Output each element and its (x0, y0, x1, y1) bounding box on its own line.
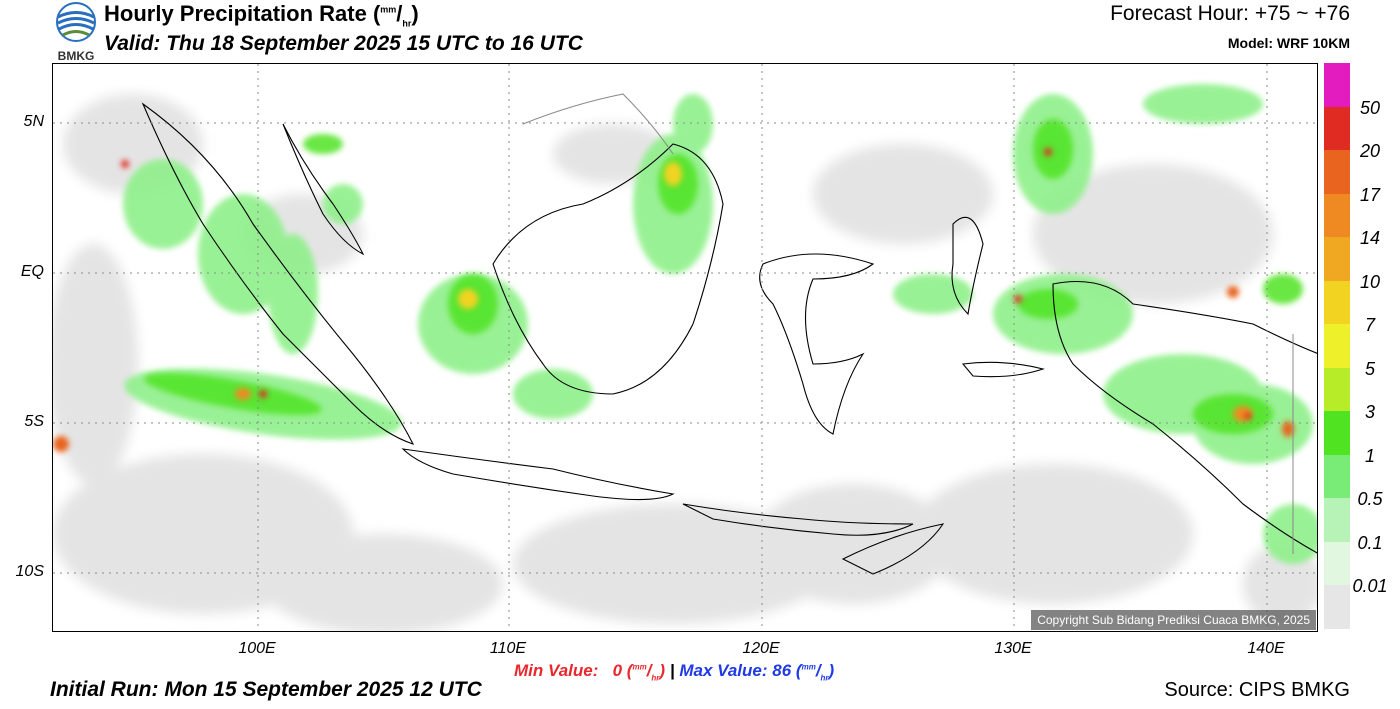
lat-label-5s: 5S (24, 413, 44, 430)
lon-label-100e: 100E (238, 640, 276, 657)
coastlines (141, 102, 1317, 575)
source-credit: Source: CIPS BMKG (1164, 679, 1350, 701)
forecast-hour: Forecast Hour: +75 ~ +76 (1110, 2, 1350, 25)
min-label: Min Value: (514, 661, 599, 680)
colorbar-label: 0.5 (1357, 489, 1383, 509)
title-text: Hourly Precipitation Rate ( (104, 1, 381, 26)
min-max-values: Min Value: 0 (mm/hr) | Max Value: 86 (mm… (514, 661, 835, 683)
colorbar-segment (1324, 411, 1350, 455)
max-label: Max Value: (679, 661, 768, 680)
initial-run: Initial Run: Mon 15 September 2025 12 UT… (50, 678, 482, 701)
max-value: 86 (772, 661, 792, 680)
colorbar-segment (1324, 541, 1350, 585)
precipitation-map (52, 63, 1318, 632)
sumatra-coast (141, 102, 415, 445)
logo-text: BMKG (58, 49, 95, 62)
colorbar-label: 17 (1359, 185, 1381, 205)
borneo-coast (492, 143, 724, 395)
seram-coast (961, 361, 1045, 378)
lon-label-140e: 140E (1247, 640, 1285, 657)
min-value: 0 (612, 661, 623, 680)
min-max-separator: | (669, 661, 675, 680)
colorbar-segment (1324, 498, 1350, 542)
min-unit-den: hr (651, 673, 660, 683)
title-unit-den: hr (402, 18, 412, 29)
colorbar-label: 14 (1359, 228, 1381, 248)
borders (522, 93, 1294, 554)
colorbar-segment (1324, 106, 1350, 150)
rain-heavy-cells (53, 148, 1294, 452)
lat-label-eq: EQ (20, 263, 44, 280)
max-unit-num: mm (801, 662, 816, 672)
lon-label-130e: 130E (994, 640, 1032, 657)
lat-label-10s: 10S (15, 563, 44, 580)
lesser-sunda-coast (682, 503, 914, 536)
malaya-coast (282, 123, 365, 256)
colorbar-label: 5 (1364, 359, 1375, 379)
copyright-notice: Copyright Sub Bidang Prediksi Cuaca BMKG… (1031, 610, 1316, 630)
colorbar-segment (1324, 454, 1350, 498)
colorbar-segment (1324, 585, 1350, 629)
new-guinea-coast (1052, 281, 1317, 554)
colorbar (1324, 63, 1350, 629)
colorbar-label: 0.01 (1352, 576, 1388, 596)
lon-label-120e: 120E (742, 640, 780, 657)
colorbar-label: 20 (1359, 141, 1381, 161)
java-coast (401, 448, 675, 501)
colorbar-segment (1324, 63, 1350, 107)
colorbar-segment (1324, 367, 1350, 411)
map-canvas (53, 64, 1317, 631)
colorbar-label: 50 (1359, 98, 1381, 118)
halmahera-coast (951, 216, 984, 316)
colorbar-segment (1324, 193, 1350, 237)
valid-time: Valid: Thu 18 September 2025 15 UTC to 1… (104, 32, 583, 55)
colorbar-segment (1324, 280, 1350, 324)
lat-label-5n: 5N (23, 113, 44, 130)
timor-coast (841, 523, 945, 575)
title-unit-num: mm (380, 4, 397, 15)
colorbar-label: 3 (1364, 402, 1375, 422)
title-close: ) (411, 1, 419, 26)
colorbar-segment (1324, 324, 1350, 368)
model-name: Model: WRF 10KM (1227, 35, 1350, 51)
lon-label-110e: 110E (489, 640, 527, 657)
colorbar-label: 0.1 (1357, 533, 1383, 553)
chart-title: Hourly Precipitation Rate (mm/hr) (104, 1, 419, 29)
bmkg-logo: BMKG (56, 2, 96, 62)
colorbar-segment (1324, 237, 1350, 281)
graticule (53, 64, 1317, 631)
min-unit-num: mm (632, 662, 647, 672)
colorbar-label: 1 (1364, 446, 1375, 466)
colorbar-segment (1324, 150, 1350, 194)
colorbar-label: 7 (1364, 315, 1375, 335)
sulawesi-coast (759, 253, 875, 435)
colorbar-label: 10 (1359, 272, 1381, 292)
max-unit-den: hr (820, 673, 829, 683)
